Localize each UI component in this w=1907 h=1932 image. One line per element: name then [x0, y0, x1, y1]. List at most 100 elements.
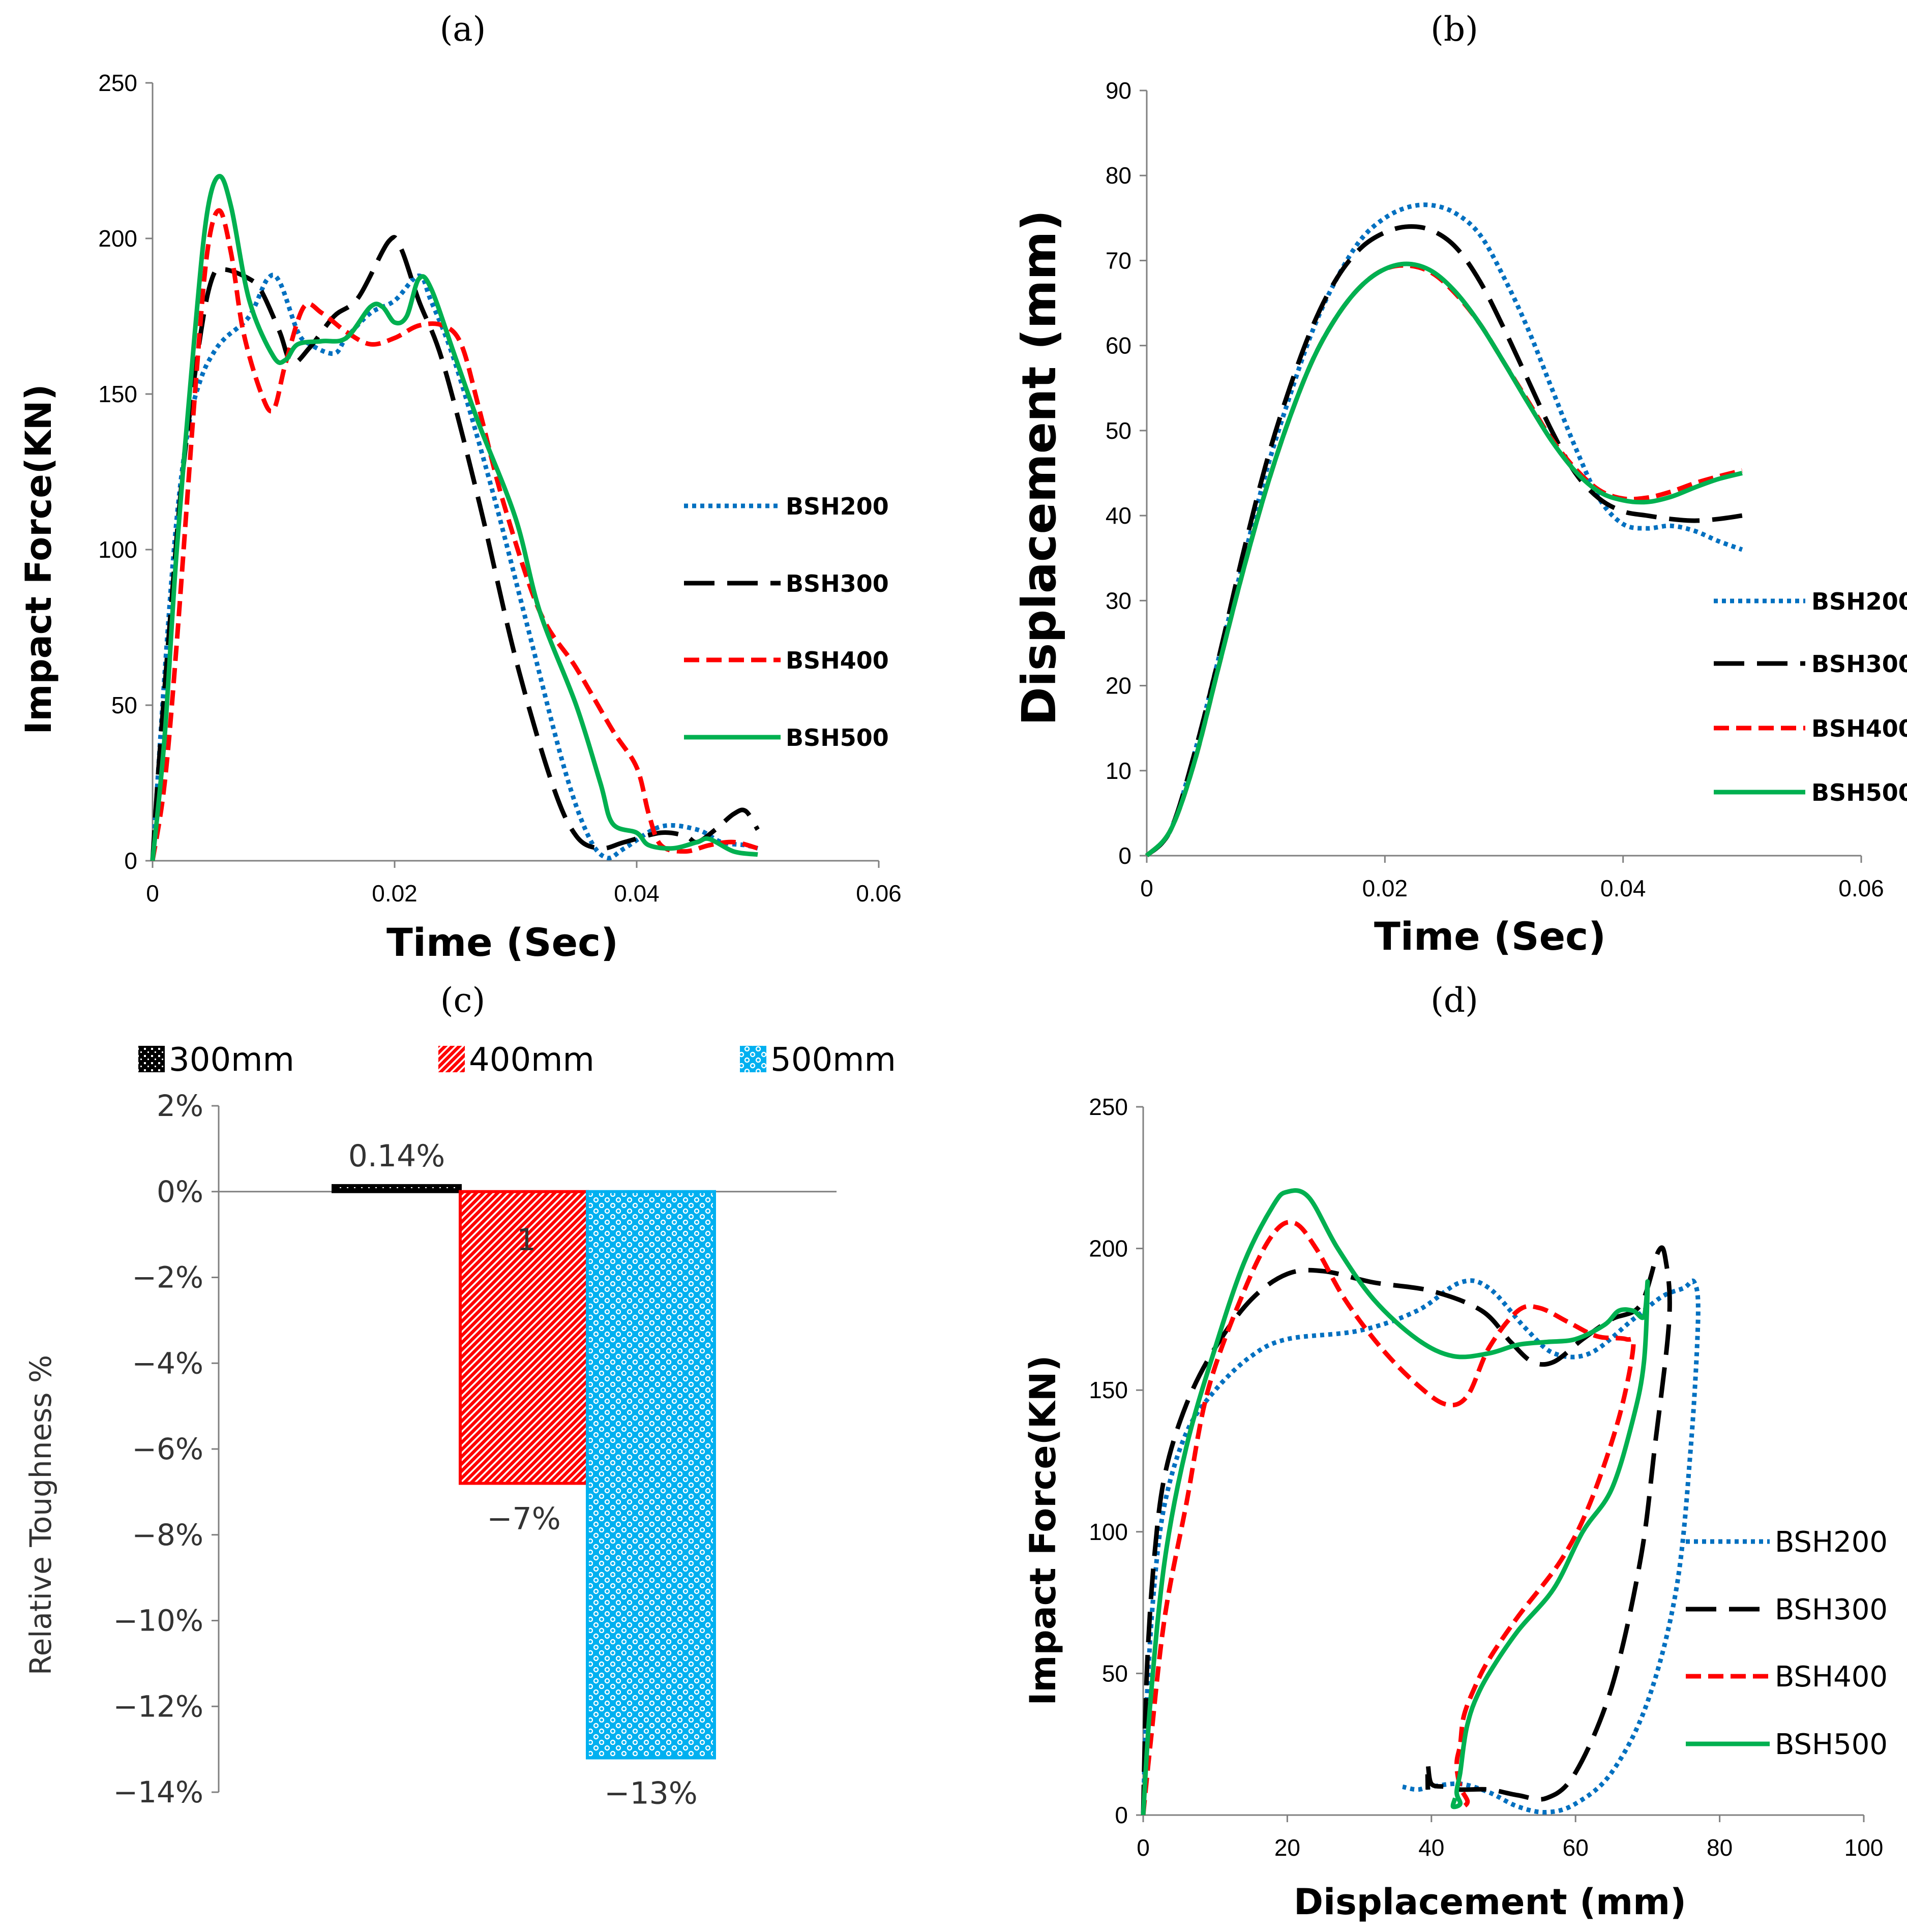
- panel-b-y-tick-label: 50: [1106, 417, 1131, 444]
- panel-d-series-bsh200: [1141, 1278, 1701, 1816]
- panel-b-label: (b): [1431, 10, 1478, 49]
- panel-d-y-tick-label: 200: [1089, 1235, 1128, 1262]
- panel-d-series-bsh500: [1141, 1188, 1650, 1816]
- panel-c-y-tick-label: 0%: [157, 1174, 203, 1209]
- panel-b-y-tick-label: 20: [1106, 673, 1131, 699]
- panel-d-x-tick-label: 100: [1844, 1834, 1884, 1861]
- panel-b-plot-area: 0 10 20 30 40 50 60 70 80 90 0 0.02 0.04 0.06: [1106, 77, 1884, 901]
- panel-c-data-label-300mm: 0.14%: [348, 1138, 445, 1174]
- panel-b-y-tick-label: 40: [1106, 502, 1131, 529]
- panel-d-impact-force-vs-displacement: (d) 0 50 100 150 200 250 0 20 40 60 80 100 Displace…: [1022, 981, 1888, 1923]
- panel-c-legend-swatch-400mm: [438, 1046, 465, 1072]
- panel-b-x-tick-label: 0: [1140, 875, 1153, 901]
- panel-b-y-tick-label: 70: [1106, 247, 1131, 274]
- panel-d-legend-label-bsh400: BSH400: [1775, 1661, 1888, 1694]
- panel-c-y-tick-label: −4%: [132, 1346, 203, 1380]
- panel-a-x-tick-label: 0: [146, 880, 159, 907]
- panel-a-y-tick-label: 100: [98, 536, 137, 563]
- panel-a-legend: BSH200 BSH300 BSH400 BSH500: [684, 493, 889, 751]
- panel-b-y-tick-label: 30: [1106, 587, 1131, 614]
- panel-c-relative-toughness-bar-chart: (c) 300mm 400mm 500mm 2% 0% −2% −4% −6% −8% −1…: [23, 981, 896, 1812]
- panel-b-y-tick-label: 90: [1106, 77, 1131, 104]
- panel-c-y-tick-label: −2%: [132, 1260, 203, 1295]
- panel-c-bar-500mm: [586, 1190, 716, 1760]
- panel-b-series-bsh400: [1145, 263, 1743, 858]
- panel-d-legend-label-bsh300: BSH300: [1775, 1593, 1888, 1626]
- panel-c-plot-area: 2% 0% −2% −4% −6% −8% −10% −12% −14% 0.14% −7% −13%: [113, 1089, 837, 1812]
- panel-b-y-tick-label: 0: [1118, 842, 1131, 869]
- panel-b-legend: BSH200 BSH300 BSH400 BSH500: [1714, 588, 1907, 806]
- panel-b-x-tick-label: 0.06: [1838, 875, 1884, 901]
- panel-c-legend-swatch-500mm: [740, 1046, 766, 1072]
- panel-d-y-tick-label: 50: [1102, 1660, 1128, 1686]
- panel-a-y-tick-label: 150: [98, 381, 137, 407]
- panel-b-displacement-vs-time: (b) 0 10 20 30 40 50 60 70 80 90 0 0.02 0.04 0.06 Tim…: [1012, 10, 1907, 959]
- panel-d-y-axis-title: Impact Force(KN): [1022, 1355, 1064, 1705]
- panel-a-x-tick-label: 0.06: [856, 880, 902, 907]
- panel-a-series-bsh400: [150, 208, 759, 861]
- panel-d-x-tick-label: 0: [1137, 1834, 1150, 1861]
- panel-b-x-axis-title: Time (Sec): [1374, 914, 1606, 959]
- panel-b-legend-label-bsh200: BSH200: [1811, 588, 1907, 615]
- panel-d-y-tick-label: 100: [1089, 1519, 1128, 1545]
- panel-c-legend-swatch-300mm: [138, 1046, 165, 1072]
- panel-d-series-bsh400: [1141, 1220, 1636, 1816]
- panel-b-y-tick-label: 10: [1106, 758, 1131, 784]
- panel-a-y-tick-label: 0: [124, 848, 137, 874]
- panel-a-legend-label-bsh300: BSH300: [786, 570, 889, 597]
- panel-c-y-tick-label: −12%: [113, 1689, 203, 1724]
- panel-d-x-tick-label: 20: [1274, 1834, 1300, 1861]
- panel-d-legend-label-bsh500: BSH500: [1775, 1728, 1888, 1761]
- panel-d-x-tick-label: 80: [1707, 1834, 1733, 1861]
- panel-a-legend-label-bsh400: BSH400: [786, 647, 889, 674]
- panel-c-y-axis-title: Relative Toughness %: [23, 1355, 58, 1675]
- panel-a-y-tick-label: 50: [111, 692, 137, 718]
- panel-b-y-tick-label: 80: [1106, 162, 1131, 189]
- panel-c-data-label-500mm: −13%: [604, 1776, 698, 1812]
- panel-c-legend-label-400mm: 400mm: [469, 1041, 594, 1079]
- panel-a-y-axis-title: Impact Force(KN): [18, 384, 59, 734]
- panel-b-legend-label-bsh500: BSH500: [1811, 779, 1907, 806]
- panel-d-legend: BSH200 BSH300 BSH400 BSH500: [1686, 1526, 1888, 1761]
- panel-c-legend-label-300mm: 300mm: [169, 1041, 294, 1079]
- panel-a-x-tick-label: 0.02: [372, 880, 418, 907]
- panel-a-series-bsh300: [150, 235, 760, 861]
- panel-a-y-tick-label: 250: [98, 70, 137, 96]
- panel-b-y-tick-label: 60: [1106, 333, 1131, 359]
- panel-b-series-bsh500: [1145, 261, 1743, 858]
- panel-d-label: (d): [1431, 981, 1478, 1020]
- panel-b-x-tick-label: 0.04: [1600, 875, 1646, 901]
- panel-b-series-bsh300: [1145, 224, 1743, 858]
- panel-b-x-tick-label: 0.02: [1362, 875, 1408, 901]
- panel-c-legend: 300mm 400mm 500mm: [138, 1041, 896, 1079]
- panel-b-y-axis-title: Displacement (mm): [1012, 210, 1066, 726]
- panel-a-label: (a): [440, 10, 486, 49]
- panel-c-annotation: 1: [517, 1222, 536, 1258]
- panel-c-y-tick-label: −14%: [113, 1775, 203, 1809]
- panel-c-y-tick-label: −8%: [132, 1518, 203, 1552]
- panel-d-plot-area: 0 50 100 150 200 250 0 20 40 60 80 100: [1089, 1094, 1883, 1861]
- panel-c-y-tick-label: 2%: [157, 1089, 203, 1123]
- panel-c-data-label-400mm: −7%: [487, 1501, 560, 1537]
- panel-c-label: (c): [440, 981, 485, 1020]
- panel-d-y-tick-label: 150: [1089, 1377, 1128, 1403]
- panel-c-y-tick-label: −6%: [132, 1432, 203, 1466]
- panel-d-x-tick-label: 60: [1563, 1834, 1589, 1861]
- panel-b-series-bsh200: [1145, 202, 1743, 858]
- panel-a-plot-area: 0 50 100 150 200 250 0 0.02 0.04 0.06: [98, 70, 902, 907]
- panel-a-legend-label-bsh500: BSH500: [786, 724, 889, 751]
- panel-d-x-axis-title: Displacement (mm): [1294, 1881, 1686, 1923]
- panel-a-x-tick-label: 0.04: [614, 880, 660, 907]
- panel-c-legend-label-500mm: 500mm: [770, 1041, 896, 1079]
- panel-a-legend-label-bsh200: BSH200: [786, 493, 889, 520]
- panel-d-x-tick-label: 40: [1418, 1834, 1444, 1861]
- panel-a-series-bsh500: [150, 174, 758, 861]
- panel-c-bar-300mm: [332, 1184, 462, 1193]
- panel-c-y-tick-label: −10%: [113, 1604, 203, 1638]
- panel-b-legend-label-bsh300: BSH300: [1811, 650, 1907, 678]
- panel-d-legend-label-bsh200: BSH200: [1775, 1526, 1888, 1559]
- panel-a-impact-force-vs-time: (a) 0 50 100 150 200 250 0 0.02 0.04 0.06 Time (S…: [18, 10, 902, 965]
- panel-a-y-tick-label: 200: [98, 225, 137, 252]
- panel-a-x-axis-title: Time (Sec): [386, 920, 618, 965]
- panel-d-y-tick-label: 250: [1089, 1094, 1128, 1120]
